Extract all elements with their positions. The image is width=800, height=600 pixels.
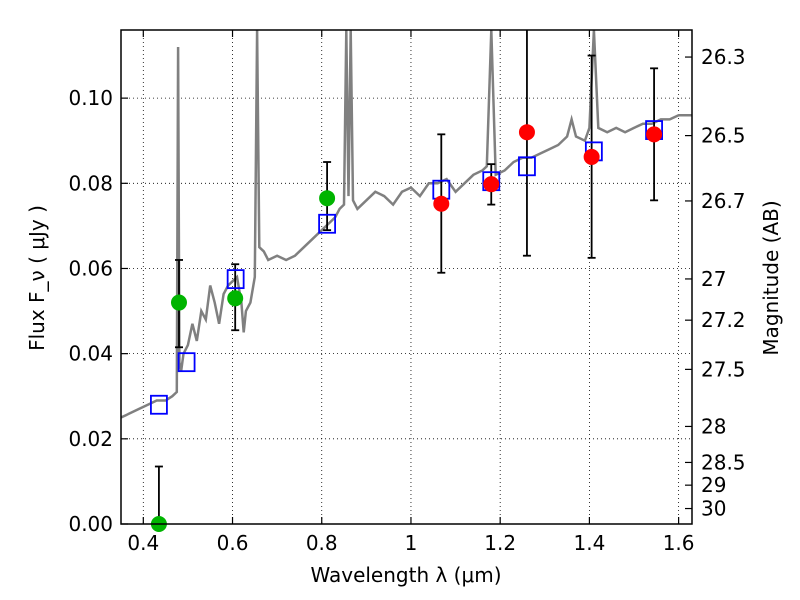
x-tick-label: 1.2 — [484, 531, 516, 555]
observed-photometry-point — [518, 124, 535, 141]
mag-tick-label: 26.3 — [701, 45, 746, 69]
x-tick-label: 0.8 — [306, 531, 338, 555]
model-spectrum-line — [120, 29, 692, 419]
y-tick-label: 0.04 — [68, 342, 113, 366]
mag-tick-label: 27.5 — [701, 357, 746, 381]
observed-photometry-point — [583, 148, 600, 165]
x-tick-label: 1.4 — [573, 531, 605, 555]
mag-tick-label: 29 — [701, 473, 726, 497]
mag-tick-label: 28.5 — [701, 450, 746, 474]
mag-tick-label: 26.5 — [701, 124, 746, 148]
observed-photometry-markers — [150, 124, 663, 532]
plot-frame — [120, 29, 693, 525]
model-photometry-square — [518, 156, 536, 177]
x-axis-label: Wavelength λ (μm) — [310, 563, 501, 587]
right-axis-label: Magnitude (AB) — [759, 200, 783, 355]
y-tick-label: 0.10 — [68, 86, 113, 110]
mag-tick-label: 28 — [701, 414, 726, 438]
tick-labels: 0.4 0.6 0.8 1 1.2 1.4 1.6 0.00 0.02 0.04 0.06 0.08 0… — [68, 45, 745, 555]
model-photometry-square — [177, 352, 196, 373]
mag-tick-label: 27.2 — [701, 308, 746, 332]
y-axis-label: Flux F_ν ( μJy ) — [25, 205, 49, 351]
observed-photometry-point — [319, 190, 336, 207]
model-photometry-markers — [150, 120, 663, 415]
plot-area — [120, 29, 692, 532]
y-tick-label: 0.02 — [68, 427, 113, 451]
mag-tick-label: 30 — [701, 497, 726, 521]
mag-tick-label: 26.7 — [701, 189, 746, 213]
observed-photometry-point — [646, 126, 663, 143]
observed-photometry-point — [483, 176, 500, 193]
observed-photometry-point — [227, 290, 244, 307]
grid-lines — [121, 30, 692, 524]
y-tick-label: 0.06 — [68, 256, 113, 280]
y-tick-label: 0.08 — [68, 171, 113, 195]
x-tick-label: 1 — [405, 531, 418, 555]
x-tick-label: 1.6 — [663, 531, 695, 555]
x-tick-label: 0.4 — [127, 531, 159, 555]
observed-photometry-point — [170, 294, 187, 311]
error-bars — [154, 30, 659, 524]
axis-ticks — [121, 30, 692, 525]
model-photometry-square — [150, 394, 168, 415]
y-tick-label: 0.00 — [68, 512, 113, 536]
model-photometry-square — [226, 269, 245, 290]
observed-photometry-point — [433, 195, 450, 212]
x-tick-label: 0.6 — [217, 531, 249, 555]
mag-tick-label: 27 — [701, 267, 726, 291]
model-photometry-square — [318, 213, 336, 234]
